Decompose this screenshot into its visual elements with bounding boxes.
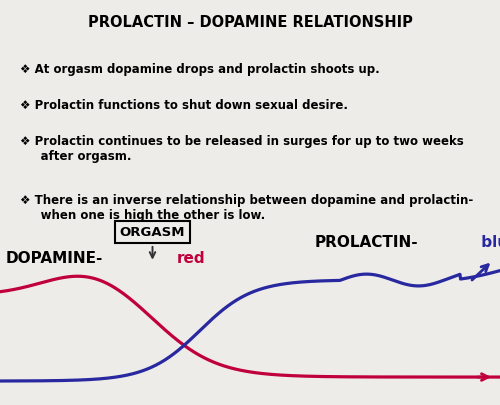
Text: PROLACTIN – DOPAMINE RELATIONSHIP: PROLACTIN – DOPAMINE RELATIONSHIP bbox=[88, 15, 412, 30]
Text: blue: blue bbox=[476, 235, 500, 250]
Text: ORGASM: ORGASM bbox=[120, 226, 185, 239]
Text: ❖ Prolactin functions to shut down sexual desire.: ❖ Prolactin functions to shut down sexua… bbox=[20, 99, 347, 112]
Text: ❖ There is an inverse relationship between dopamine and prolactin-
     when one: ❖ There is an inverse relationship betwe… bbox=[20, 194, 473, 222]
Text: ❖ Prolactin continues to be released in surges for up to two weeks
     after or: ❖ Prolactin continues to be released in … bbox=[20, 135, 464, 163]
Text: red: red bbox=[177, 251, 206, 266]
Text: PROLACTIN-: PROLACTIN- bbox=[315, 235, 418, 250]
Text: ❖ At orgasm dopamine drops and prolactin shoots up.: ❖ At orgasm dopamine drops and prolactin… bbox=[20, 62, 380, 75]
Text: DOPAMINE-: DOPAMINE- bbox=[6, 251, 103, 266]
